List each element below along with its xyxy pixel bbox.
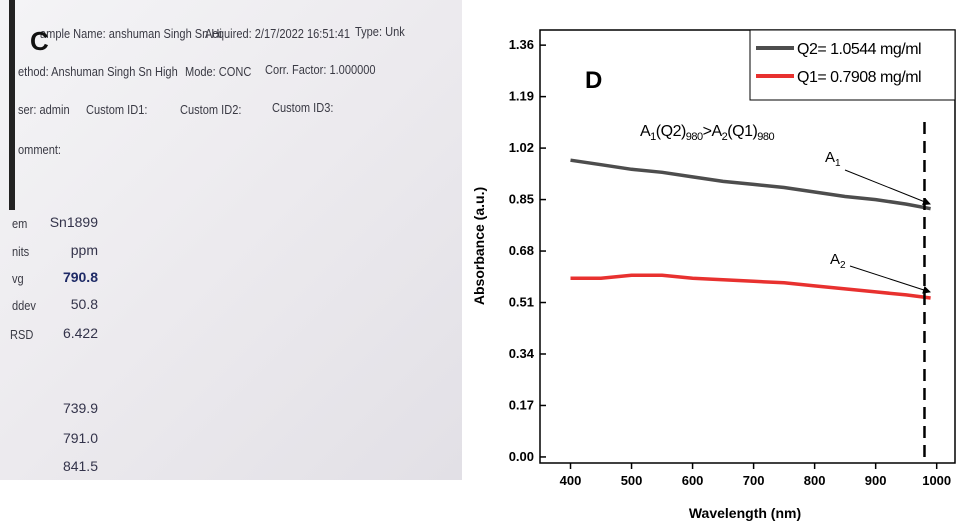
row-value: 6.422	[62, 325, 98, 341]
replicate-value: 791.0	[62, 430, 98, 446]
header-text: Acquired: 2/17/2022 16:51:41	[205, 26, 351, 41]
plot-frame	[539, 29, 956, 464]
row-label: vg	[12, 271, 24, 286]
header-text: Mode: CONC	[185, 64, 252, 79]
annotation-text: >A	[703, 123, 723, 140]
x-tick-label: 900	[865, 473, 887, 488]
annotation-arrow	[849, 265, 931, 294]
row-label: em	[12, 216, 28, 231]
y-tick-label: 0.68	[509, 243, 534, 258]
legend-box	[749, 29, 956, 101]
legend-label: Q2= 1.0544 mg/ml	[797, 41, 921, 58]
header-text: Custom ID3:	[272, 100, 334, 115]
point-label-text: A	[830, 251, 840, 268]
header-text: Custom ID2:	[180, 102, 242, 117]
point-label-text: A	[825, 149, 835, 166]
x-axis-title: Wavelength (nm)	[689, 505, 801, 521]
row-value: ppm	[70, 242, 98, 258]
row-label: RSD	[10, 327, 34, 342]
row-value: Sn1899	[49, 214, 98, 230]
panel-label: D	[585, 67, 602, 94]
x-tick-label: 500	[621, 473, 643, 488]
header-text: ser: admin	[18, 102, 70, 117]
y-axis-title: Absorbance (a.u.)	[471, 187, 487, 305]
series-line	[570, 273, 931, 300]
replicate-value: 841.5	[62, 458, 98, 474]
replicate-value: 739.9	[62, 400, 98, 416]
panel-label: C	[30, 26, 49, 56]
x-tick-label: 600	[682, 473, 704, 488]
annotation-text: A	[640, 123, 651, 140]
annotation-subscript: 1	[650, 131, 656, 143]
point-label: A1	[825, 149, 841, 169]
header-text: ethod: Anshuman Singh Sn High	[18, 64, 178, 79]
point-label-subscript: 2	[840, 260, 846, 271]
annotation-subscript: 2	[722, 131, 728, 143]
y-tick-label: 0.00	[509, 449, 534, 464]
y-tick-label: 0.34	[509, 346, 535, 361]
y-tick-label: 1.19	[509, 89, 534, 104]
annotation: A1(Q2)980>A2(Q1)980	[640, 123, 775, 143]
series-line	[570, 158, 931, 211]
legend-label: Q1= 0.7908 mg/ml	[797, 69, 921, 86]
x-tick-label: 800	[804, 473, 826, 488]
y-tick-label: 1.36	[509, 37, 534, 52]
annotation-arrow	[844, 169, 931, 206]
header-text: ample Name: anshuman Singh Sn Hi	[40, 26, 222, 41]
annotation-subscript: 980	[686, 131, 703, 143]
point-label: A2	[830, 251, 846, 271]
row-label: nits	[12, 244, 30, 259]
header-text: Custom ID1:	[86, 102, 148, 117]
header-text: omment:	[18, 142, 61, 157]
row-value: 790.8	[62, 269, 98, 285]
y-tick-label: 1.02	[509, 140, 534, 155]
y-tick-label: 0.51	[509, 295, 534, 310]
y-tick-label: 0.17	[509, 397, 534, 412]
binder-edge	[9, 0, 15, 210]
header-text: Corr. Factor: 1.000000	[265, 62, 376, 77]
header-text: Type: Unk	[355, 24, 405, 39]
x-tick-label: 400	[560, 473, 582, 488]
annotation-text: (Q2)	[656, 123, 686, 140]
x-tick-label: 1000	[922, 473, 951, 488]
row-value: 50.8	[70, 296, 98, 312]
annotation-subscript: 980	[757, 131, 774, 143]
point-label-subscript: 1	[835, 158, 841, 169]
annotation-text: (Q1)	[727, 123, 757, 140]
x-tick-label: 700	[743, 473, 765, 488]
row-label: ddev	[12, 298, 36, 313]
printout-photo: ample Name: anshuman Singh Sn Hi Acquire…	[0, 0, 462, 480]
y-tick-label: 0.85	[509, 192, 534, 207]
